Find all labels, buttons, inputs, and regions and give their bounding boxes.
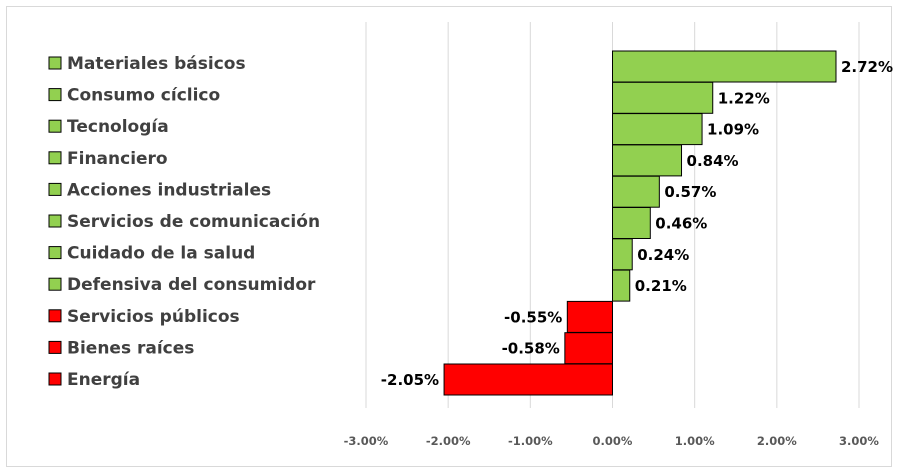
legend-marker-8: [48, 309, 62, 323]
legend-marker-10: [48, 372, 62, 386]
legend-marker-7: [48, 277, 62, 291]
legend-marker-1: [48, 88, 62, 102]
legend-marker-3: [48, 151, 62, 165]
legend-marker-5: [48, 214, 62, 228]
legend-label-4: Acciones industriales: [67, 180, 271, 200]
value-label-9: -0.58%: [502, 340, 560, 358]
legend-label-5: Servicios de comunicación: [67, 212, 320, 232]
legend-label-8: Servicios públicos: [67, 307, 240, 327]
legend-label-2: Tecnología: [67, 117, 169, 137]
value-label-5: 0.46%: [655, 215, 707, 233]
legend-marker-6: [48, 246, 62, 260]
bar-9: [564, 332, 613, 365]
value-label-8: -0.55%: [504, 308, 562, 326]
x-tick-label: 2.00%: [757, 434, 797, 448]
value-label-2: 1.09%: [707, 121, 759, 139]
legend-label-3: Financiero: [67, 149, 168, 169]
value-label-0: 2.72%: [841, 58, 893, 76]
legend-marker-9: [48, 340, 62, 354]
legend-label-1: Consumo cíclico: [67, 86, 220, 106]
bar-10: [443, 363, 613, 396]
legend-label-6: Cuidado de la salud: [67, 244, 255, 264]
category-legend: Materiales básicos Consumo cíclico Tecnolo…: [48, 54, 320, 390]
x-tick-label: 0.00%: [593, 434, 633, 448]
legend-label-0: Materiales básicos: [67, 54, 246, 74]
bar-8: [566, 300, 614, 333]
x-tick-label: -1.00%: [508, 434, 553, 448]
value-label-3: 0.84%: [687, 152, 739, 170]
x-tick-label: -3.00%: [344, 434, 389, 448]
bar-5: [612, 207, 651, 239]
legend-marker-4: [48, 182, 62, 196]
x-axis-ticks: -3.00% -2.00% -1.00% 0.00% 1.00% 2.00% 3.00%: [344, 434, 880, 448]
legend-label-9: Bienes raíces: [67, 338, 194, 358]
legend-marker-2: [48, 119, 62, 133]
bars: [443, 50, 837, 396]
value-label-4: 0.57%: [664, 183, 716, 201]
value-labels: 2.72% 1.22% 1.09% 0.84% 0.57% 0.46% 0.24% 0.21%…: [381, 58, 893, 389]
value-label-1: 1.22%: [718, 89, 770, 107]
bar-6: [612, 238, 633, 271]
legend-marker-0: [48, 56, 62, 70]
x-tick-label: -2.00%: [426, 434, 471, 448]
bar-0: [612, 50, 837, 83]
bar-1: [612, 81, 714, 114]
x-tick-label: 1.00%: [675, 434, 715, 448]
bar-3: [612, 144, 683, 177]
bar-2: [612, 113, 703, 146]
x-tick-label: 3.00%: [839, 434, 879, 448]
legend-label-7: Defensiva del consumidor: [67, 275, 316, 295]
bar-4: [612, 175, 660, 208]
legend-label-10: Energía: [67, 370, 140, 390]
value-label-10: -2.05%: [381, 371, 439, 389]
value-label-7: 0.21%: [635, 277, 687, 295]
value-label-6: 0.24%: [637, 246, 689, 264]
bar-7: [612, 269, 631, 302]
